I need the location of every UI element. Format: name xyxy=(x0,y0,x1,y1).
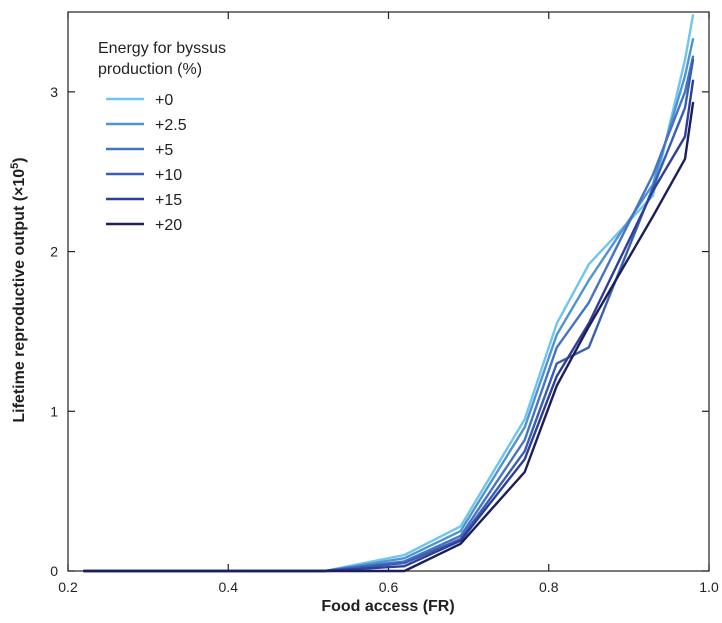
series-line-5 xyxy=(82,79,695,573)
y-tick-label: 2 xyxy=(50,244,58,260)
y-axis-title: Lifetime reproductive output (×105) xyxy=(9,157,28,422)
y-axis-title-close: ) xyxy=(11,157,28,162)
y-axis-title-multiplier: ×10 xyxy=(11,169,28,196)
x-tick-label: 1.0 xyxy=(699,579,719,595)
series-line-4 xyxy=(82,58,695,573)
y-tick-label: 1 xyxy=(50,403,58,419)
legend-title-line2: production (%) xyxy=(98,61,202,78)
x-tick-label: 0.4 xyxy=(219,579,239,595)
y-tick-label: 3 xyxy=(50,84,58,100)
legend-title-line1: Energy for byssus xyxy=(98,40,226,57)
x-axis-title: Food access (FR) xyxy=(321,598,454,615)
y-axis-title-main: Lifetime reproductive output ( xyxy=(11,195,28,422)
legend-label: +15 xyxy=(155,192,182,209)
legend-label: +2.5 xyxy=(155,117,187,134)
legend-label: +10 xyxy=(155,167,182,184)
y-tick-label: 0 xyxy=(50,563,58,579)
series-line-1 xyxy=(82,13,695,573)
y-axis-title-exponent: 5 xyxy=(9,163,21,169)
legend-label: +5 xyxy=(155,142,173,159)
legend-label: +0 xyxy=(155,92,173,109)
legend-label: +20 xyxy=(155,217,182,234)
x-tick-label: 0.2 xyxy=(58,579,78,595)
x-tick-label: 0.8 xyxy=(539,579,559,595)
x-tick-label: 0.6 xyxy=(379,579,399,595)
series-line-6 xyxy=(82,101,695,573)
